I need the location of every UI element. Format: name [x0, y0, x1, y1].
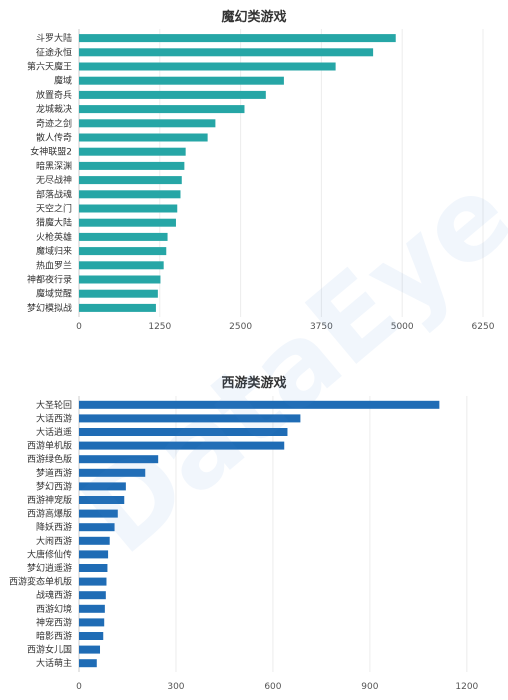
category-label: 西游女儿国 [27, 644, 72, 656]
category-label: 魔域 [54, 75, 72, 87]
bar[interactable] [79, 105, 245, 114]
bar[interactable] [79, 400, 440, 409]
bar[interactable] [79, 414, 301, 423]
category-label: 大话萌主 [36, 657, 72, 669]
category-label: 神都夜行录 [27, 274, 72, 286]
bar[interactable] [79, 218, 176, 227]
category-label: 大话西游 [36, 412, 72, 424]
x-tick-label: 600 [264, 682, 281, 692]
category-label: 大闹西游 [36, 535, 72, 547]
category-label: 大唐修仙传 [27, 548, 72, 560]
x-tick-label: 900 [361, 682, 378, 692]
bar[interactable] [79, 275, 161, 284]
category-label: 火枪英雄 [36, 231, 72, 243]
category-label: 女神联盟2 [30, 146, 72, 158]
fantasy-games-panel: 魔幻类游戏 0 1250 2500 3750 5000 6250 斗罗大陆征途永恒第六天魔王… [27, 9, 495, 332]
x-tick-label: 1250 [148, 322, 171, 332]
category-label: 部落战魂 [36, 188, 72, 200]
category-label: 神宠西游 [36, 616, 72, 628]
bar[interactable] [79, 455, 159, 464]
category-label: 梦幻西游 [36, 480, 72, 492]
bar[interactable] [79, 428, 288, 436]
bar[interactable] [79, 303, 156, 312]
category-label: 西游绿色版 [27, 453, 72, 465]
category-label: 奇迹之剑 [36, 117, 72, 129]
bar[interactable] [79, 509, 118, 518]
bar[interactable] [79, 645, 101, 654]
bar[interactable] [79, 468, 146, 477]
category-label: 西游変态单机版 [9, 576, 72, 588]
category-label: 暗黑深渊 [36, 160, 72, 172]
bar[interactable] [79, 147, 186, 156]
category-label: 魔域归来 [36, 245, 72, 257]
bar[interactable] [79, 62, 336, 71]
category-label: 猎魔大陆 [36, 217, 72, 229]
bar[interactable] [79, 133, 208, 142]
bar[interactable] [79, 176, 182, 185]
bar[interactable] [79, 161, 185, 170]
bar[interactable] [79, 261, 164, 270]
bar[interactable] [79, 659, 97, 668]
bar[interactable] [79, 190, 181, 199]
bar[interactable] [79, 204, 178, 213]
x-tick-label: 0 [76, 682, 82, 692]
bar[interactable] [79, 632, 104, 640]
bar[interactable] [79, 618, 105, 627]
category-label: 西游幻境 [36, 603, 72, 615]
x-tick-label: 0 [76, 322, 82, 332]
category-label: 西游单机版 [27, 440, 72, 452]
bar[interactable] [79, 564, 108, 572]
category-label: 天空之门 [36, 203, 72, 215]
x-tick-label: 3750 [310, 322, 333, 332]
bar[interactable] [79, 34, 396, 43]
category-label: 大话逍遥 [36, 426, 72, 438]
category-label: 梦幻逍遥游 [27, 562, 72, 574]
bar[interactable] [79, 591, 106, 600]
bar[interactable] [79, 482, 126, 491]
bar[interactable] [79, 48, 374, 57]
category-label: 放置奇兵 [36, 89, 72, 101]
category-label: 西游高爆版 [27, 508, 72, 520]
bar[interactable] [79, 119, 216, 128]
bar[interactable] [79, 550, 109, 559]
x-tick-label: 300 [167, 682, 184, 692]
bar[interactable] [79, 536, 110, 545]
category-label: 暗影西游 [36, 630, 72, 642]
bar[interactable] [79, 247, 167, 256]
bar[interactable] [79, 604, 105, 613]
bar[interactable] [79, 441, 285, 450]
x-tick-label: 6250 [472, 322, 495, 332]
category-label: 大圣轮回 [36, 399, 72, 411]
bar[interactable] [79, 232, 168, 241]
bar[interactable] [79, 523, 115, 532]
category-label: 梦道西游 [36, 467, 72, 479]
category-label: 斗罗大陆 [36, 32, 72, 44]
category-label: 散人传奇 [36, 132, 72, 144]
bar[interactable] [79, 289, 158, 298]
fantasy-chart-title: 魔幻类游戏 [221, 9, 286, 25]
x-tick-label: 5000 [391, 322, 414, 332]
category-label: 热血罗兰 [36, 259, 72, 271]
category-label: 龙城裁决 [36, 103, 72, 115]
bar[interactable] [79, 90, 266, 99]
journey-west-games-panel: 西游类游戏 0 300 600 900 1200 大圣轮回大话西游大话逍遥西游单机版西游绿… [9, 375, 479, 692]
category-label: 西游神宠版 [27, 494, 72, 506]
bar[interactable] [79, 496, 125, 504]
category-label: 征途永恒 [36, 46, 72, 58]
category-label: 梦幻模拟战 [27, 302, 72, 314]
journey-west-chart-title: 西游类游戏 [221, 375, 286, 391]
x-tick-label: 2500 [229, 322, 252, 332]
bar[interactable] [79, 76, 284, 85]
category-label: 降妖西游 [36, 521, 72, 533]
x-tick-label: 1200 [455, 682, 478, 692]
category-label: 战魂西游 [36, 589, 72, 601]
category-label: 无尽战神 [36, 174, 72, 186]
category-label: 第六天魔王 [27, 61, 72, 73]
bar[interactable] [79, 577, 107, 586]
category-label: 魔域觉醒 [36, 288, 72, 300]
